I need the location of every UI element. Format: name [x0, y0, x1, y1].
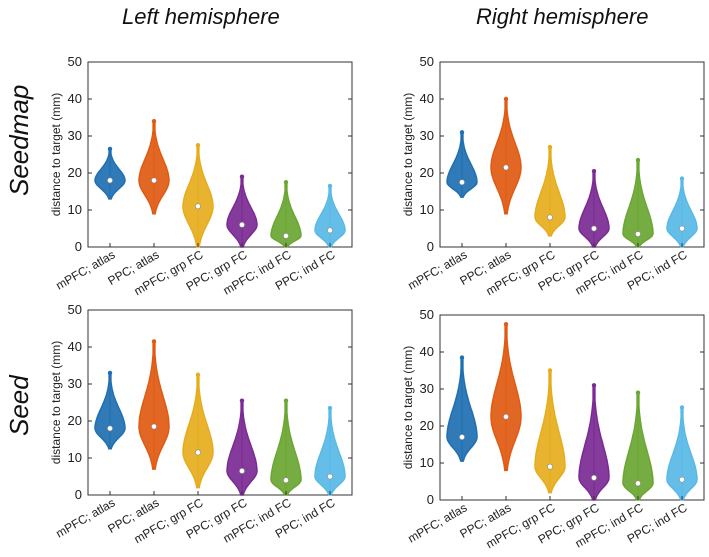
median-dot-1 [151, 423, 157, 430]
violin-max-dot-3 [591, 168, 597, 174]
median-dot-0 [459, 434, 465, 440]
violin-max-dot-1 [503, 322, 509, 327]
y-tick-label: 10 [68, 450, 82, 465]
violin-1 [490, 323, 522, 472]
y-tick-label: 50 [68, 302, 82, 317]
violin-max-dot-1 [151, 339, 157, 344]
y-tick-label: 0 [75, 239, 82, 254]
violin-max-dot-5 [679, 405, 685, 410]
median-dot-2 [547, 214, 553, 221]
median-dot-5 [327, 473, 333, 480]
heading-right-hemisphere: Right hemisphere [476, 4, 649, 29]
median-dot-3 [239, 468, 245, 474]
plot-frame [439, 61, 705, 248]
violin-max-dot-0 [107, 370, 113, 376]
violin-5 [666, 406, 698, 501]
y-tick-label: 50 [420, 307, 434, 322]
median-dot-1 [503, 413, 509, 420]
median-dot-0 [107, 177, 113, 184]
median-dot-3 [591, 225, 597, 232]
y-axis-label: distance to target (mm) [49, 341, 63, 464]
violin-3 [578, 384, 610, 501]
median-dot-4 [635, 480, 641, 487]
median-dot-1 [503, 164, 509, 171]
y-tick-label: 20 [420, 418, 434, 433]
median-dot-5 [679, 225, 685, 232]
y-tick-label: 40 [68, 91, 82, 106]
plot-frame [87, 309, 353, 496]
heading-left-hemisphere: Left hemisphere [122, 4, 280, 29]
violin-max-dot-3 [591, 383, 597, 388]
y-tick-label: 40 [420, 91, 434, 106]
median-dot-4 [283, 477, 289, 484]
violin-max-dot-4 [283, 398, 289, 403]
violin-max-dot-0 [459, 130, 465, 135]
median-dot-2 [547, 463, 553, 470]
y-tick-label: 0 [427, 239, 434, 254]
median-dot-5 [327, 227, 333, 234]
median-dot-5 [679, 476, 685, 483]
violin-max-dot-3 [239, 398, 245, 403]
violin-max-dot-4 [635, 390, 641, 395]
violin-max-dot-5 [679, 176, 685, 181]
violin-max-dot-0 [459, 355, 465, 360]
violin-max-dot-1 [151, 119, 157, 124]
violin-max-dot-5 [327, 405, 333, 411]
y-tick-label: 20 [68, 165, 82, 180]
y-tick-label: 50 [420, 54, 434, 69]
y-tick-label: 30 [420, 381, 434, 396]
plot-frame [87, 61, 353, 248]
y-tick-label: 20 [68, 413, 82, 428]
violin-max-dot-2 [547, 144, 553, 150]
y-tick-label: 0 [75, 487, 82, 502]
violin-max-dot-3 [239, 174, 245, 179]
violin-max-dot-2 [195, 372, 201, 377]
y-tick-label: 20 [420, 165, 434, 180]
y-tick-label: 0 [427, 492, 434, 507]
median-dot-4 [283, 232, 289, 239]
y-tick-label: 10 [420, 455, 434, 470]
violin-2 [534, 369, 566, 494]
median-dot-1 [151, 177, 157, 184]
violin-max-dot-2 [547, 368, 553, 373]
y-tick-label: 40 [68, 339, 82, 354]
y-tick-label: 10 [68, 202, 82, 217]
y-tick-label: 30 [68, 376, 82, 391]
y-tick-label: 50 [68, 54, 82, 69]
y-axis-label: distance to target (mm) [401, 93, 415, 216]
violin-0 [446, 356, 478, 462]
median-dot-3 [239, 221, 245, 228]
median-dot-2 [195, 203, 201, 210]
median-dot-0 [459, 179, 465, 186]
violin-max-dot-1 [503, 96, 509, 102]
y-tick-label: 40 [420, 344, 434, 359]
y-tick-label: 30 [420, 128, 434, 143]
y-tick-label: 10 [420, 202, 434, 217]
median-dot-0 [107, 425, 113, 432]
median-dot-4 [635, 231, 641, 237]
plot-frame [439, 314, 705, 501]
violin-max-dot-4 [283, 180, 289, 185]
y-tick-label: 30 [68, 128, 82, 143]
violin-max-dot-0 [107, 146, 113, 152]
y-axis-label: distance to target (mm) [401, 346, 415, 469]
violin-max-dot-4 [635, 157, 641, 163]
y-axis-label: distance to target (mm) [49, 93, 63, 216]
x-tick-label-0: mPFC; atlas [405, 500, 469, 545]
violin-max-dot-2 [195, 143, 201, 148]
median-dot-3 [591, 474, 597, 481]
median-dot-2 [195, 449, 201, 456]
violin-max-dot-5 [327, 183, 333, 189]
